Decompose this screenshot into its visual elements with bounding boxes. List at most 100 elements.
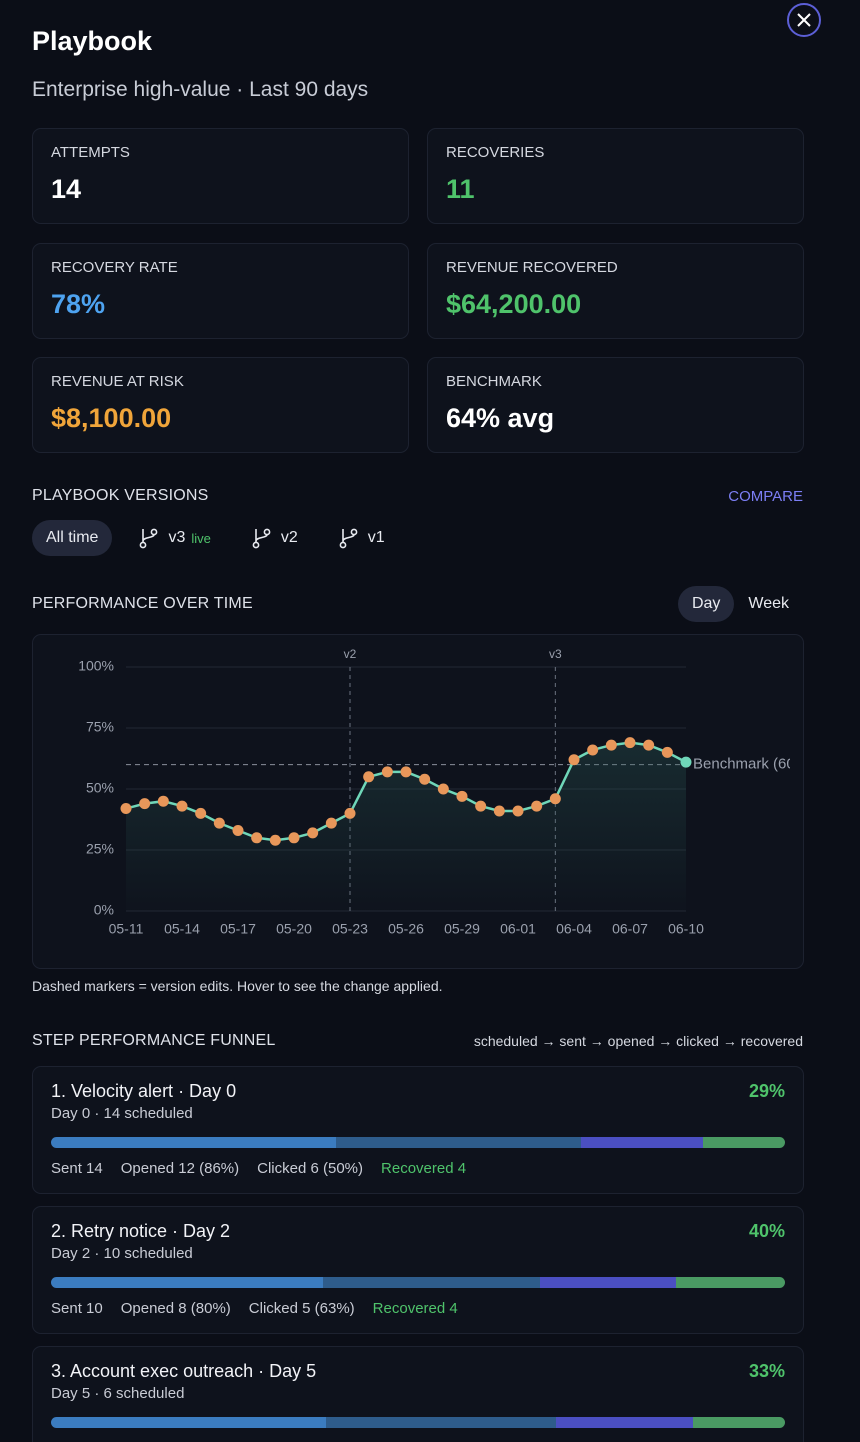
step-stats: Sent 14 Opened 12 (86%) Clicked 6 (50%) Rec… — [51, 1160, 466, 1177]
stat-value: 14 — [51, 174, 82, 204]
tab-label: v2 — [280, 529, 298, 546]
stat-label: RECOVERIES — [446, 144, 545, 161]
point — [549, 793, 561, 805]
branch-icon — [140, 528, 158, 549]
point — [624, 737, 636, 749]
step-title: 1. Velocity alert · Day 0 — [51, 1081, 237, 1101]
tab-badge: live — [191, 530, 211, 546]
point — [325, 817, 337, 829]
point — [363, 771, 375, 783]
version-tab[interactable]: v3 live — [124, 520, 224, 556]
version-marker-label: v3 — [549, 647, 562, 661]
tab-label: v3 — [168, 529, 186, 546]
stat-card: RECOVERIES 11 — [427, 128, 804, 224]
tab-label: All time — [46, 529, 99, 546]
point — [456, 790, 468, 802]
x-tick-label: 05-29 — [444, 921, 480, 937]
point — [605, 739, 617, 751]
step-title: 3. Account exec outreach · Day 5 — [51, 1361, 317, 1381]
stat-value: 11 — [446, 174, 475, 204]
point — [531, 800, 543, 812]
chart-note: Dashed markers = version edits. Hover to… — [32, 978, 443, 994]
compare-link[interactable]: COMPARE — [728, 488, 803, 505]
section-title: PERFORMANCE OVER TIME — [32, 595, 253, 612]
step-stat: Opened 8 (80%) — [120, 1300, 231, 1317]
funnel-segment — [336, 1137, 582, 1148]
x-tick-label: 05-20 — [276, 921, 312, 937]
toggle-label: Week — [748, 595, 789, 612]
point — [419, 773, 431, 785]
branch-icon — [252, 528, 271, 549]
point — [643, 739, 655, 751]
funnel-segment — [322, 1277, 541, 1288]
stat-card: REVENUE AT RISK $8,100.00 — [32, 357, 409, 453]
point — [120, 803, 132, 815]
y-tick-label: 75% — [86, 719, 114, 735]
point — [195, 807, 207, 819]
funnel-segment — [676, 1277, 785, 1288]
toggle-label: Day — [691, 595, 721, 612]
stat-card: ATTEMPTS 14 — [32, 128, 409, 224]
x-tick-label: 05-11 — [109, 921, 144, 937]
point — [288, 832, 300, 844]
step-stat: Sent 10 — [51, 1300, 103, 1317]
point — [512, 805, 524, 817]
point — [344, 807, 356, 819]
stat-label: REVENUE RECOVERED — [446, 258, 618, 276]
step-subtitle: Day 5 · 6 scheduled — [51, 1385, 185, 1402]
step-rate: 40% — [748, 1221, 785, 1241]
version-tab[interactable]: All time — [32, 520, 113, 556]
x-tick-label: 05-14 — [164, 921, 200, 937]
point — [176, 800, 188, 812]
y-tick-label: 50% — [86, 780, 114, 796]
period-toggle: Day Week — [677, 586, 803, 622]
funnel-bar — [51, 1417, 785, 1428]
funnel-segment — [555, 1417, 694, 1428]
point — [680, 756, 692, 768]
point — [213, 817, 225, 829]
step-title: 2. Retry notice · Day 2 — [51, 1221, 231, 1241]
point — [381, 766, 393, 778]
funnel-bar — [51, 1137, 785, 1148]
step-subtitle: Day 2 · 10 scheduled — [51, 1245, 193, 1262]
chart: 0% 25% 50% 75% 100% 05-11 05-14 05-17 05-20 05-23… — [78, 647, 790, 937]
point — [269, 834, 281, 846]
version-tab[interactable]: v1 — [324, 520, 399, 556]
point — [568, 754, 580, 766]
point — [661, 746, 673, 758]
step-subtitle: Day 0 · 14 scheduled — [51, 1105, 193, 1122]
funnel-flow: scheduled → sent → opened → clicked → re… — [473, 1033, 803, 1049]
stat-label: BENCHMARK — [446, 373, 542, 390]
point — [475, 800, 487, 812]
funnel-step: 2. Retry notice · Day 2 Day 2 · 10 schedu… — [32, 1206, 804, 1334]
funnel-segment — [51, 1277, 323, 1288]
stat-label: RECOVERY RATE — [51, 258, 178, 276]
x-tick-label: 05-26 — [388, 921, 424, 937]
period-toggle[interactable]: Day — [677, 586, 735, 622]
version-marker-label: v2 — [344, 647, 357, 661]
y-tick-label: 25% — [86, 841, 114, 857]
step-stat: Recovered 4 — [381, 1160, 467, 1177]
section-title: PLAYBOOK VERSIONS — [32, 487, 209, 504]
step-stat: Sent 14 — [51, 1160, 103, 1177]
point — [493, 805, 505, 817]
stat-card: RECOVERY RATE 78% — [32, 242, 409, 339]
close-button[interactable] — [786, 2, 822, 38]
x-tick-label: 05-17 — [220, 921, 256, 937]
version-tabs: All time v3 live v2 v1 — [32, 520, 399, 556]
x-tick-label: 06-07 — [612, 921, 648, 937]
funnel-step: 1. Velocity alert · Day 0 Day 0 · 14 sche… — [32, 1066, 804, 1194]
point — [232, 824, 244, 836]
x-tick-label: 06-10 — [668, 921, 704, 937]
branch-icon — [339, 528, 358, 549]
step-stat: Clicked 5 (63%) — [248, 1300, 355, 1317]
step-stat: Recovered 4 — [372, 1300, 458, 1317]
stat-card: BENCHMARK 64% avg — [427, 357, 804, 453]
point — [437, 783, 449, 795]
benchmark-label: Benchmark (60%) — [693, 756, 790, 773]
funnel-segment — [693, 1417, 785, 1428]
period-toggle[interactable]: Week — [734, 586, 803, 622]
step-stat: Clicked 6 (50%) — [257, 1160, 364, 1177]
version-tab[interactable]: v2 — [237, 520, 312, 556]
